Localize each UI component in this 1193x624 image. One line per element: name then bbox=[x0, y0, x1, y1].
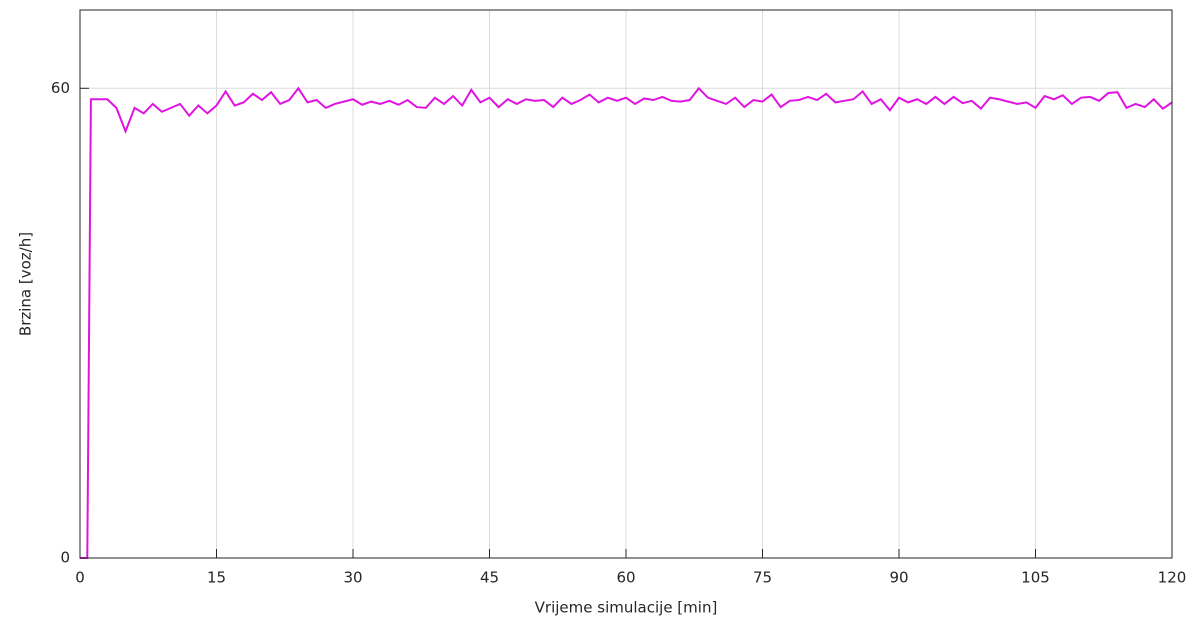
x-tick-label: 60 bbox=[616, 569, 635, 587]
y-tick-label: 60 bbox=[51, 79, 70, 97]
x-axis-label: Vrijeme simulacije [min] bbox=[535, 599, 718, 617]
x-tick-label: 90 bbox=[889, 569, 908, 587]
x-tick-label: 15 bbox=[207, 569, 226, 587]
x-tick-label: 120 bbox=[1158, 569, 1187, 587]
x-tick-label: 0 bbox=[75, 569, 85, 587]
x-tick-label: 30 bbox=[343, 569, 362, 587]
x-tick-label: 75 bbox=[753, 569, 772, 587]
y-tick-label: 0 bbox=[60, 549, 70, 567]
plot-frame bbox=[79, 9, 1173, 559]
x-tick-label: 45 bbox=[480, 569, 499, 587]
data-line bbox=[80, 86, 1173, 559]
x-tick-label: 105 bbox=[1021, 569, 1050, 587]
y-axis-label: Brzina [voz/h] bbox=[17, 232, 35, 336]
